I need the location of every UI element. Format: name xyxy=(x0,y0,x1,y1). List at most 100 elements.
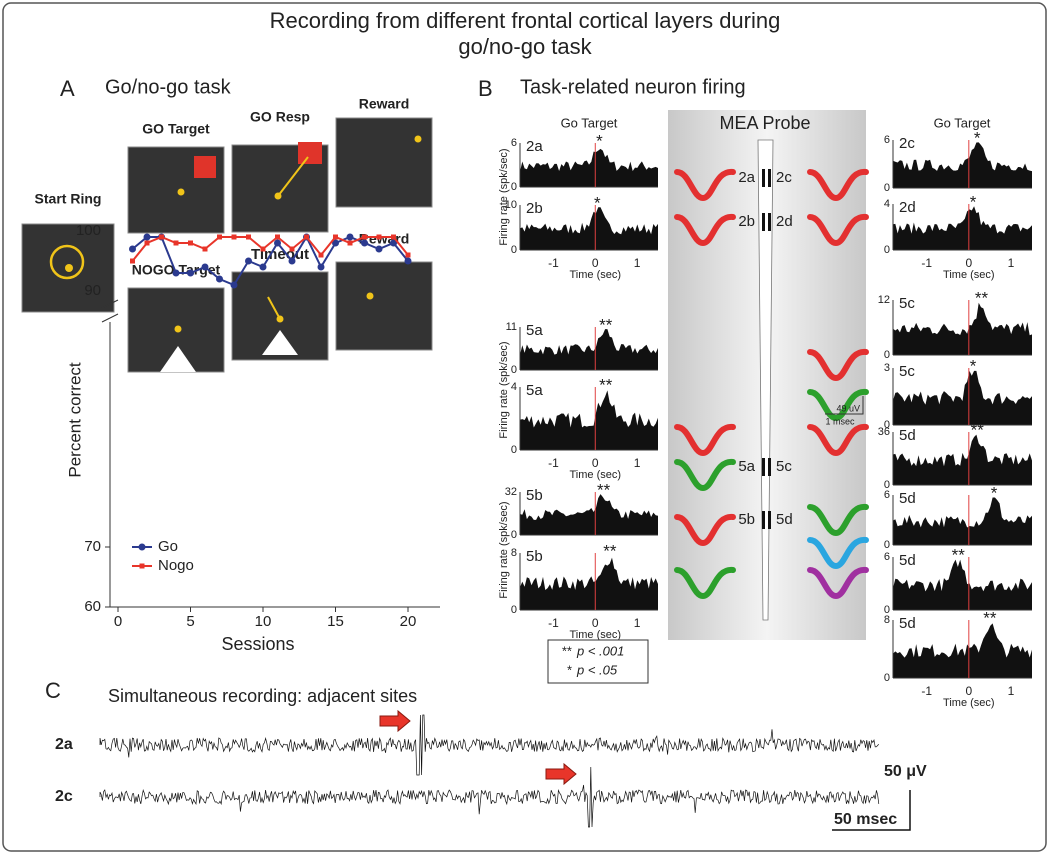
significance: ** xyxy=(599,375,613,394)
point xyxy=(288,257,296,265)
unit-label: 5c xyxy=(899,295,915,312)
point xyxy=(159,234,164,240)
spike-waveform xyxy=(674,424,736,457)
site-label: 5a xyxy=(738,458,755,475)
y-tick-label: 0 xyxy=(884,672,890,684)
y-tick-label: 32 xyxy=(505,486,517,498)
y-tick-label: 8 xyxy=(884,614,890,626)
x-axis-label: Time (sec) xyxy=(569,629,621,641)
title: go/no-go task xyxy=(458,34,592,59)
y-tick-label: 6 xyxy=(511,137,517,149)
y-tick-label: 0 xyxy=(511,364,517,376)
site-marker xyxy=(762,511,765,529)
x-axis-label: Sessions xyxy=(221,634,294,654)
y-tick-label: 0 xyxy=(511,444,517,456)
site-marker xyxy=(768,169,771,187)
go-target xyxy=(298,142,322,164)
psth-fill xyxy=(520,390,658,450)
point xyxy=(231,234,237,240)
spike-waveform xyxy=(807,169,869,202)
scale-bar xyxy=(825,396,864,415)
axis-break xyxy=(101,299,119,309)
y-tick-label: 6 xyxy=(884,134,890,146)
unit-label: 5d xyxy=(899,490,916,507)
sig-stars: * xyxy=(567,662,572,677)
column-title: Go Target xyxy=(561,115,618,130)
spike-waveform xyxy=(807,567,869,600)
site-marker xyxy=(768,213,771,231)
cursor xyxy=(366,292,374,300)
point xyxy=(230,281,238,289)
nogo-triangle xyxy=(262,330,298,355)
y-tick-label: 8 xyxy=(511,547,517,559)
site-label: 5d xyxy=(776,511,793,528)
x-tick-label: 1 xyxy=(1008,256,1015,270)
x-tick-label: 1 xyxy=(634,456,641,470)
site-marker xyxy=(762,213,765,231)
y-tick-label: 3 xyxy=(884,362,890,374)
x-tick-label: 5 xyxy=(186,613,194,630)
spike-waveform xyxy=(674,214,736,247)
probe-title: MEA Probe xyxy=(719,113,810,133)
point xyxy=(259,263,267,271)
site-label: 2d xyxy=(776,213,793,230)
unit-label: 5d xyxy=(899,552,916,569)
point xyxy=(404,257,412,265)
psth-fill xyxy=(893,434,1032,485)
significance: ** xyxy=(603,541,617,560)
x-tick-label: -1 xyxy=(548,456,559,470)
legend-label: Nogo xyxy=(158,557,194,574)
point xyxy=(129,245,136,253)
point xyxy=(332,239,339,247)
x-tick-label: -1 xyxy=(548,256,559,270)
point xyxy=(274,239,281,247)
site-label: 2c xyxy=(776,169,792,186)
significance: ** xyxy=(971,420,985,439)
spike-waveform xyxy=(674,567,736,600)
scale-label: 49 uV xyxy=(836,403,860,413)
point xyxy=(318,252,324,258)
y-tick-label: 10 xyxy=(505,199,517,211)
x-tick-label: 15 xyxy=(327,613,344,630)
y-axis-label: Firing rate (spk/sec) xyxy=(498,148,510,245)
x-tick-label: 0 xyxy=(114,613,122,630)
movement-arrow xyxy=(267,296,281,320)
significance: * xyxy=(974,128,981,147)
probe-shank xyxy=(757,139,774,621)
psth-fill xyxy=(520,207,658,250)
point xyxy=(275,234,280,240)
y-tick-label: 6 xyxy=(884,489,890,501)
point xyxy=(246,234,251,240)
spike-waveform xyxy=(674,514,736,547)
event-arrow xyxy=(379,709,411,733)
point xyxy=(130,258,135,264)
psth-fill xyxy=(893,302,1032,355)
site-label: 5c xyxy=(776,458,792,475)
point xyxy=(405,252,411,258)
spike-waveform xyxy=(807,389,869,422)
significance: ** xyxy=(599,315,613,334)
significance: ** xyxy=(983,608,997,627)
cursor xyxy=(276,315,284,323)
point xyxy=(346,233,354,241)
point xyxy=(361,239,368,247)
psth-fill xyxy=(893,370,1032,425)
point xyxy=(188,240,193,246)
spike-waveform xyxy=(674,169,736,202)
x-tick-label: -1 xyxy=(921,256,932,270)
panel-label: B xyxy=(478,76,493,101)
cursor xyxy=(177,188,185,196)
unit-label: 5d xyxy=(899,427,916,444)
point xyxy=(217,234,222,240)
scale-label: 1 msec xyxy=(825,416,855,426)
trace-label: 2a xyxy=(55,736,73,753)
axis-break xyxy=(101,313,119,323)
task-screen xyxy=(335,117,433,208)
y-tick-label: 0 xyxy=(884,604,890,616)
x-tick-label: 0 xyxy=(592,616,599,630)
cursor xyxy=(65,264,73,272)
unit-label: 5a xyxy=(526,382,543,399)
point xyxy=(216,275,223,283)
unit-label: 5c xyxy=(899,363,915,380)
